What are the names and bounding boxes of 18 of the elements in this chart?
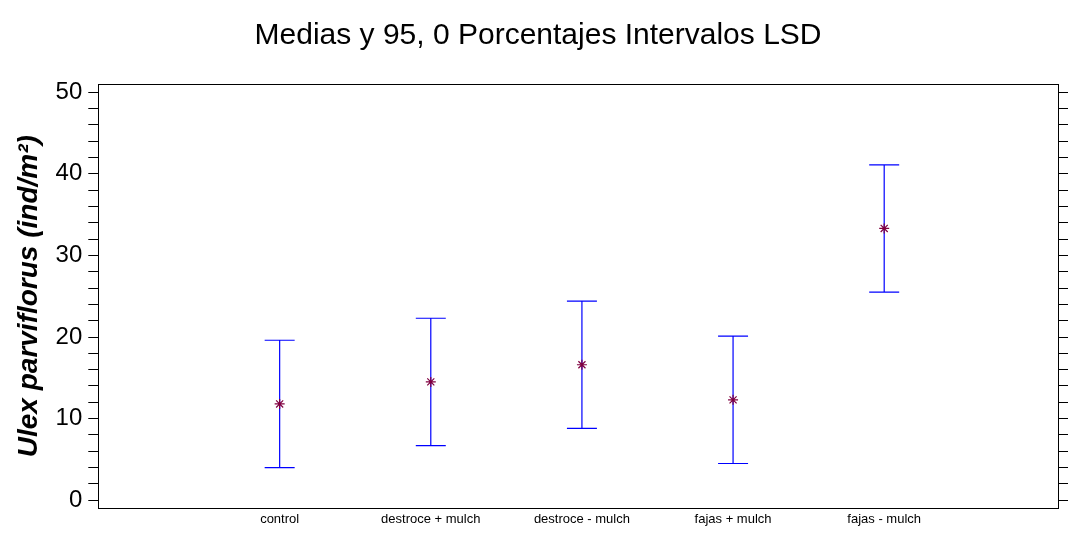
point [576,359,588,371]
y-tick-label: 0 [68,484,83,512]
x-tick-label: destroce - mulch [533,510,630,526]
point [878,222,890,235]
x-tick-label: fajas - mulch [847,510,922,526]
x-tick-label: control [260,510,300,526]
point [274,398,286,410]
y-tick-label: 30 [55,240,83,268]
y-tick-label: 10 [55,403,83,431]
y-tick-label: 50 [55,76,83,104]
y-axis-title: Ulex parviflorus (ind/m²) [11,135,43,458]
point [727,394,739,406]
x-tick-label: destroce + mulch [381,510,481,526]
y-tick-label: 40 [55,158,83,186]
y-tick-label: 20 [55,321,83,349]
point [425,376,437,388]
x-tick-label: fajas + mulch [694,510,772,526]
chart-title: Medias y 95, 0 Porcentajes Intervalos LSD [254,17,822,51]
